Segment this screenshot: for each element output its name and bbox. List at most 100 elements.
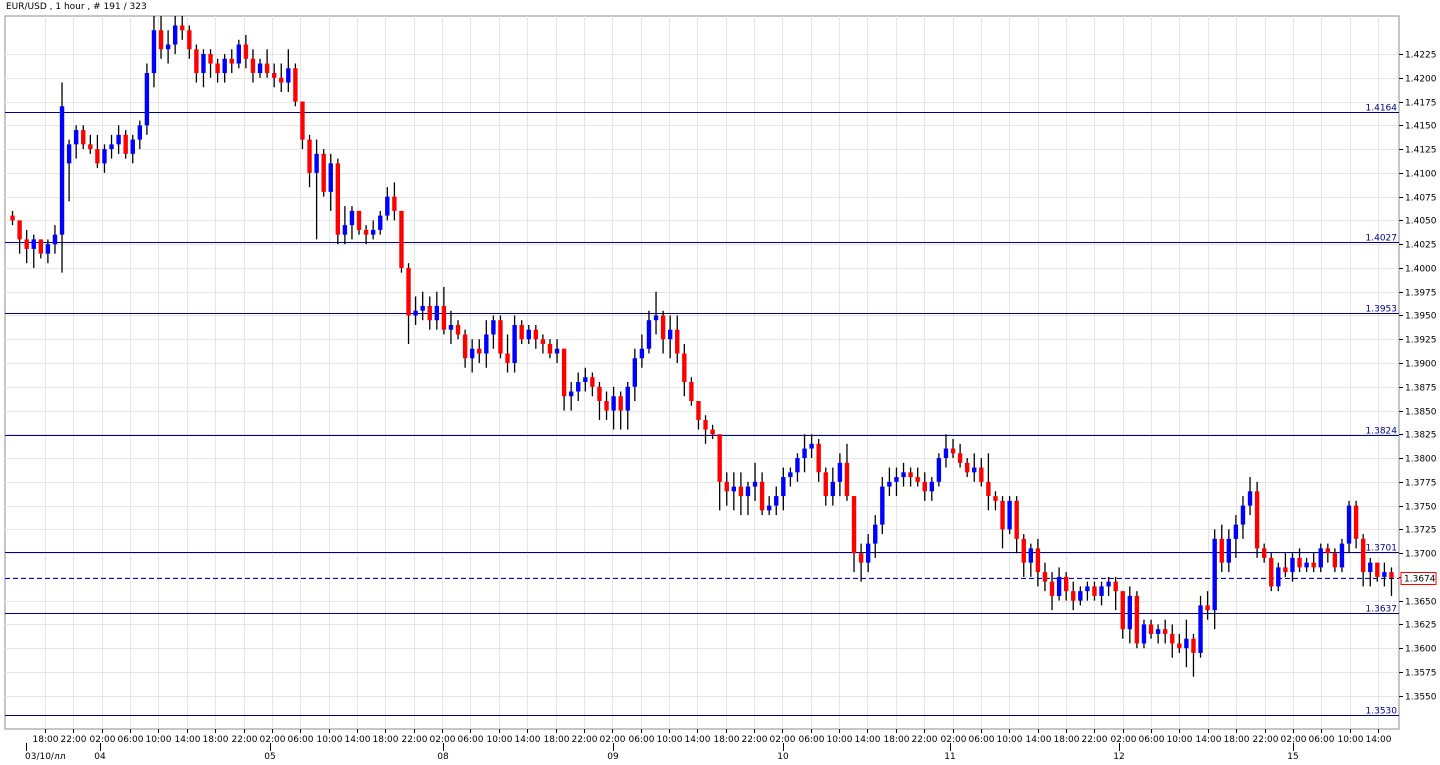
candle xyxy=(342,206,348,245)
x-tick-label: 18:00 xyxy=(1054,735,1080,745)
candle-body xyxy=(1375,562,1380,577)
x-tick-label: 10:00 xyxy=(487,735,513,745)
candle-body xyxy=(887,481,892,487)
candle-body xyxy=(1212,538,1217,611)
candle-body xyxy=(286,68,291,83)
candle xyxy=(279,63,284,93)
candle-body xyxy=(950,448,956,454)
candle xyxy=(102,144,107,173)
y-tick-label: 1.4050 xyxy=(1405,217,1437,227)
candle-body xyxy=(583,377,588,383)
x-tick-label: 06:00 xyxy=(629,735,655,745)
candle xyxy=(392,182,397,221)
candle xyxy=(491,315,496,349)
candle-body xyxy=(448,324,454,330)
candle-body xyxy=(788,472,793,478)
candle xyxy=(88,134,93,154)
candle xyxy=(1276,562,1281,592)
candle xyxy=(1318,543,1323,573)
x-tick-label: 06:00 xyxy=(118,735,144,745)
candle xyxy=(300,101,305,150)
candle-body xyxy=(187,30,192,50)
y-tick-label: 1.4000 xyxy=(1405,265,1437,275)
x-tick-label: 18:00 xyxy=(714,735,740,745)
x-tick-label: 06:00 xyxy=(799,735,825,745)
candle xyxy=(781,467,786,511)
candle xyxy=(314,139,319,240)
candle-body xyxy=(349,210,355,226)
x-tick-label: 22:00 xyxy=(61,735,87,745)
y-tick-label: 1.4200 xyxy=(1405,75,1437,85)
candle xyxy=(307,134,312,188)
candle xyxy=(717,434,722,511)
candle xyxy=(1311,553,1316,573)
candle-body xyxy=(1127,595,1133,630)
candle xyxy=(1360,534,1366,587)
level-label: 1.3953 xyxy=(1366,305,1398,315)
candle-body xyxy=(1304,562,1309,568)
candle xyxy=(109,134,114,159)
candle-body xyxy=(52,234,58,245)
candle xyxy=(731,472,737,511)
candle-body xyxy=(830,481,836,497)
candle-body xyxy=(31,239,36,249)
y-tick-label: 1.3550 xyxy=(1405,693,1437,703)
candle-body xyxy=(752,481,758,487)
candle xyxy=(1141,619,1147,649)
level-label: 1.4164 xyxy=(1366,104,1398,114)
x-tick-label: 18:00 xyxy=(1224,735,1250,745)
candle-body xyxy=(724,481,729,492)
candle-body xyxy=(137,125,143,140)
y-tick-label: 1.3825 xyxy=(1405,431,1437,441)
candle xyxy=(653,291,659,335)
candle-body xyxy=(1099,586,1104,596)
candle-body xyxy=(675,329,680,354)
candle-body xyxy=(81,130,86,145)
candle-body xyxy=(293,68,298,102)
y-tick-label: 1.3950 xyxy=(1405,312,1437,322)
candle xyxy=(993,491,998,511)
x-tick-label: 14:00 xyxy=(515,735,541,745)
candle-body xyxy=(222,58,227,74)
candle xyxy=(215,58,220,83)
candle-body xyxy=(993,496,998,501)
candle-body xyxy=(979,467,984,482)
x-tick-label: 18:00 xyxy=(373,735,399,745)
candle-body xyxy=(271,73,277,78)
candle-body xyxy=(590,377,595,387)
candle-body xyxy=(1056,576,1062,596)
candle-body xyxy=(491,320,496,335)
candle-body xyxy=(151,30,157,74)
x-tick-label: 06:00 xyxy=(288,735,314,745)
candle xyxy=(1297,548,1302,573)
candle xyxy=(469,339,475,373)
candle xyxy=(1056,567,1062,601)
candle xyxy=(1042,562,1048,592)
candle xyxy=(137,120,143,150)
candle-body xyxy=(512,324,517,363)
candle-body xyxy=(795,458,800,473)
y-tick-label: 1.3900 xyxy=(1405,360,1437,370)
candle-body xyxy=(1240,505,1246,525)
candle xyxy=(540,334,546,354)
candle xyxy=(526,324,531,344)
candle xyxy=(590,372,595,397)
candle-body xyxy=(1290,557,1295,573)
candle-body xyxy=(759,481,765,511)
candle xyxy=(236,39,242,69)
candle-body xyxy=(1063,576,1069,592)
candle xyxy=(484,320,489,368)
candle xyxy=(1233,515,1239,558)
candle xyxy=(208,49,213,78)
candle xyxy=(696,401,701,430)
candle xyxy=(1127,586,1133,644)
candle xyxy=(738,472,744,516)
candle-body xyxy=(597,386,602,402)
candle xyxy=(611,386,616,430)
candle xyxy=(788,467,793,487)
candle-body xyxy=(109,144,114,150)
candle-body xyxy=(986,481,991,497)
candle-body xyxy=(95,149,100,164)
candle-body xyxy=(356,210,362,230)
candle-body xyxy=(484,334,489,354)
